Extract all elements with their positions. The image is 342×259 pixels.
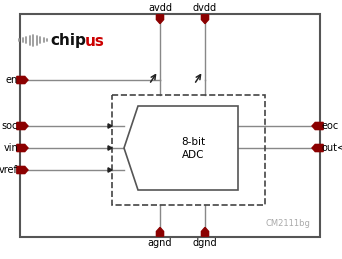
Polygon shape <box>17 76 28 84</box>
Polygon shape <box>312 123 323 130</box>
Text: chip: chip <box>50 33 86 48</box>
Text: vref: vref <box>0 165 18 175</box>
Text: dgnd: dgnd <box>193 238 217 248</box>
Text: avdd: avdd <box>148 3 172 13</box>
Polygon shape <box>124 106 238 190</box>
Text: us: us <box>85 33 105 48</box>
Text: vin: vin <box>3 143 18 153</box>
Text: ADC: ADC <box>182 150 204 160</box>
Polygon shape <box>156 15 163 24</box>
Polygon shape <box>108 168 112 172</box>
Text: 8-bit: 8-bit <box>181 137 205 147</box>
Polygon shape <box>312 145 323 152</box>
Polygon shape <box>17 145 28 152</box>
Text: eoc: eoc <box>322 121 339 131</box>
Text: CM2111bg: CM2111bg <box>265 219 310 228</box>
Text: soc: soc <box>2 121 18 131</box>
Text: dvdd: dvdd <box>193 3 217 13</box>
Text: en: en <box>6 75 18 85</box>
Polygon shape <box>201 15 209 24</box>
Polygon shape <box>156 227 163 236</box>
Bar <box>112 95 265 205</box>
Polygon shape <box>17 123 28 130</box>
Text: out<7:0>: out<7:0> <box>322 143 342 153</box>
Polygon shape <box>108 124 112 128</box>
Bar <box>20 14 320 237</box>
Polygon shape <box>201 227 209 236</box>
Polygon shape <box>108 146 112 150</box>
Polygon shape <box>17 166 28 174</box>
Text: agnd: agnd <box>148 238 172 248</box>
